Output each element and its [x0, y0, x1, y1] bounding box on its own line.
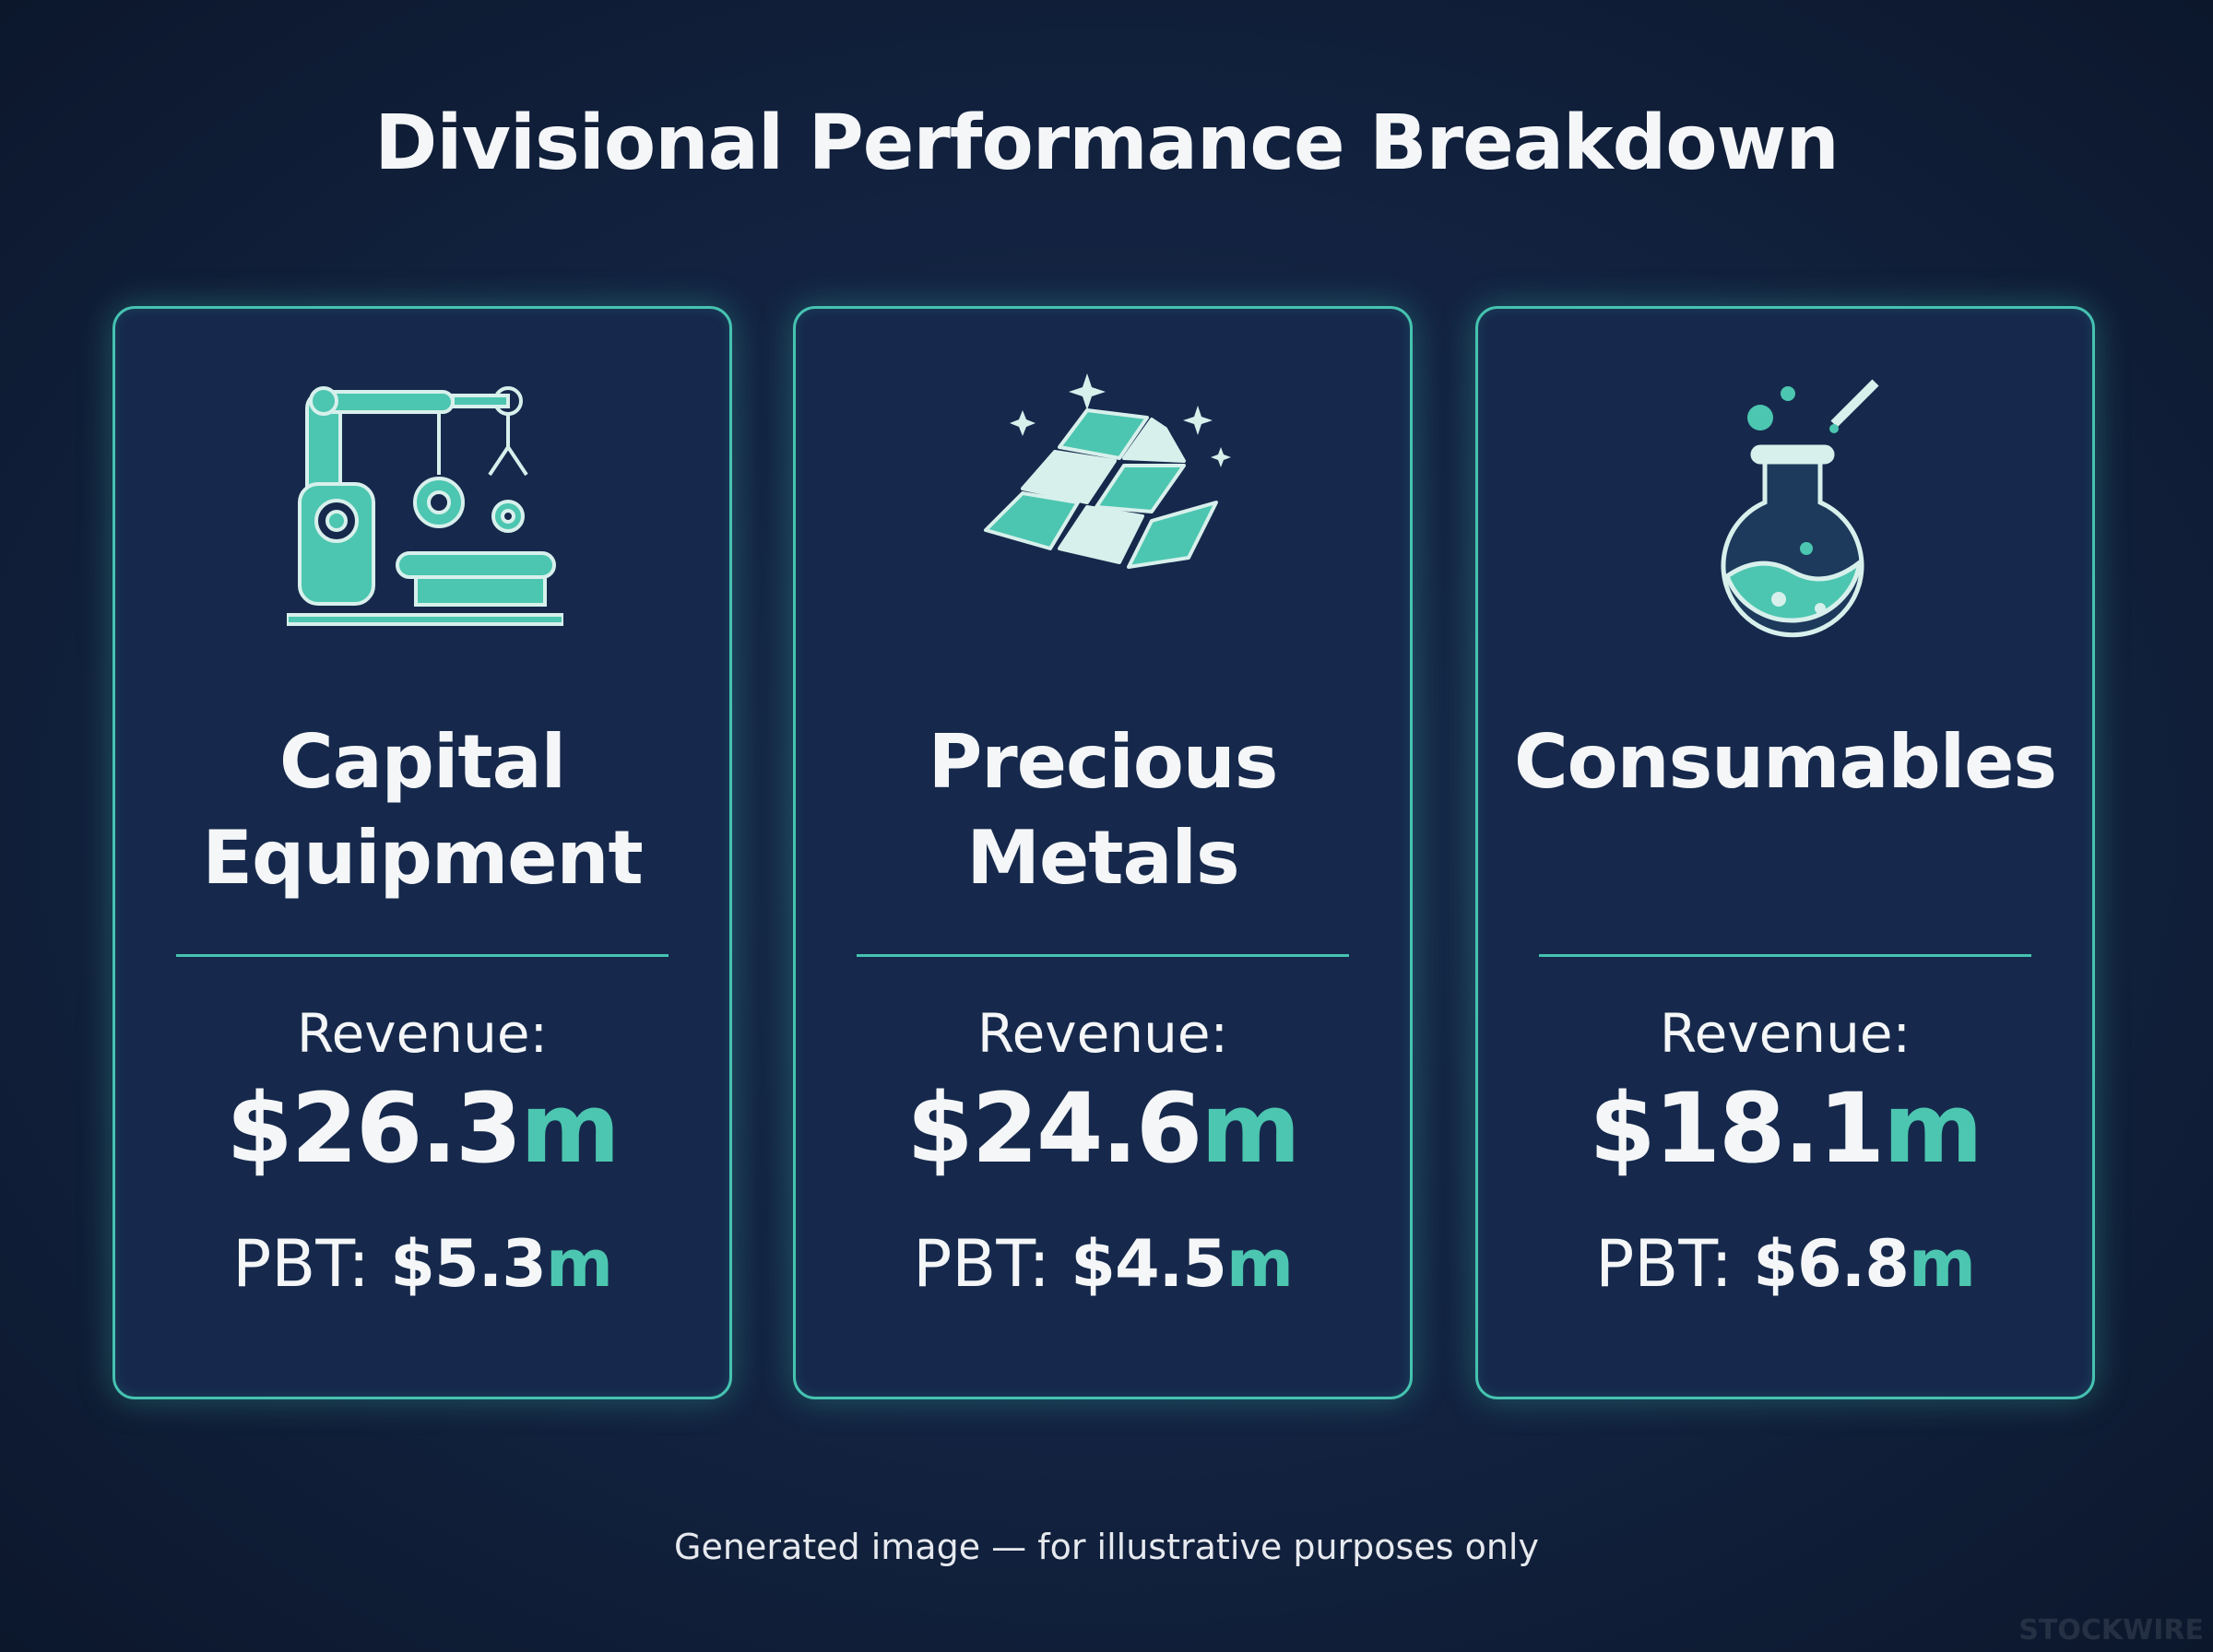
gold-bars-icon [984, 373, 1231, 569]
division-card: Precious Metals Revenue: $24.6m PBT: $4.… [793, 306, 1413, 1399]
revenue-value: $18.1m [1478, 1072, 2092, 1185]
unit: m [545, 1226, 613, 1302]
revenue-value: $26.3m [115, 1072, 729, 1185]
division-card: Capital Equipment Revenue: $26.3m PBT: $… [112, 306, 732, 1399]
amount: $18.1 [1589, 1072, 1885, 1185]
unit: m [520, 1072, 620, 1185]
unit: m [1908, 1226, 1976, 1302]
pbt-label: PBT: [913, 1226, 1050, 1302]
revenue-label: Revenue: [296, 1002, 549, 1065]
machinery-icon [287, 386, 563, 626]
flask-icon [1721, 379, 1879, 638]
unit: m [1201, 1072, 1300, 1185]
division-name: Consumables [1513, 719, 2057, 805]
divider [857, 954, 1349, 957]
pbt-label: PBT: [232, 1226, 370, 1302]
pbt: PBT: $4.5m [796, 1226, 1410, 1302]
pbt-label: PBT: [1595, 1226, 1733, 1302]
unit: m [1883, 1072, 1982, 1185]
division-card: Consumables Revenue: $18.1m PBT: $6.8m [1475, 306, 2095, 1399]
division-name: Capital Equipment [202, 719, 643, 901]
unit: m [1225, 1226, 1294, 1302]
amount: $6.8 [1753, 1226, 1910, 1302]
title: Divisional Performance Breakdown [374, 100, 1839, 187]
pbt: PBT: $5.3m [115, 1226, 729, 1302]
amount: $4.5 [1071, 1226, 1227, 1302]
amount: $24.6 [906, 1072, 1202, 1185]
footer: Generated image — for illustrative purpo… [674, 1527, 1539, 1567]
revenue-label: Revenue: [976, 1002, 1229, 1065]
revenue-value: $24.6m [796, 1072, 1410, 1185]
revenue-label: Revenue: [1659, 1002, 1911, 1065]
amount: $26.3 [226, 1072, 522, 1185]
amount: $5.3 [390, 1226, 547, 1302]
divider [176, 954, 669, 957]
pbt: PBT: $6.8m [1478, 1226, 2092, 1302]
watermark: STOCKWIRE [2018, 1614, 2204, 1646]
divider [1539, 954, 2031, 957]
division-name: Precious Metals [928, 719, 1279, 901]
